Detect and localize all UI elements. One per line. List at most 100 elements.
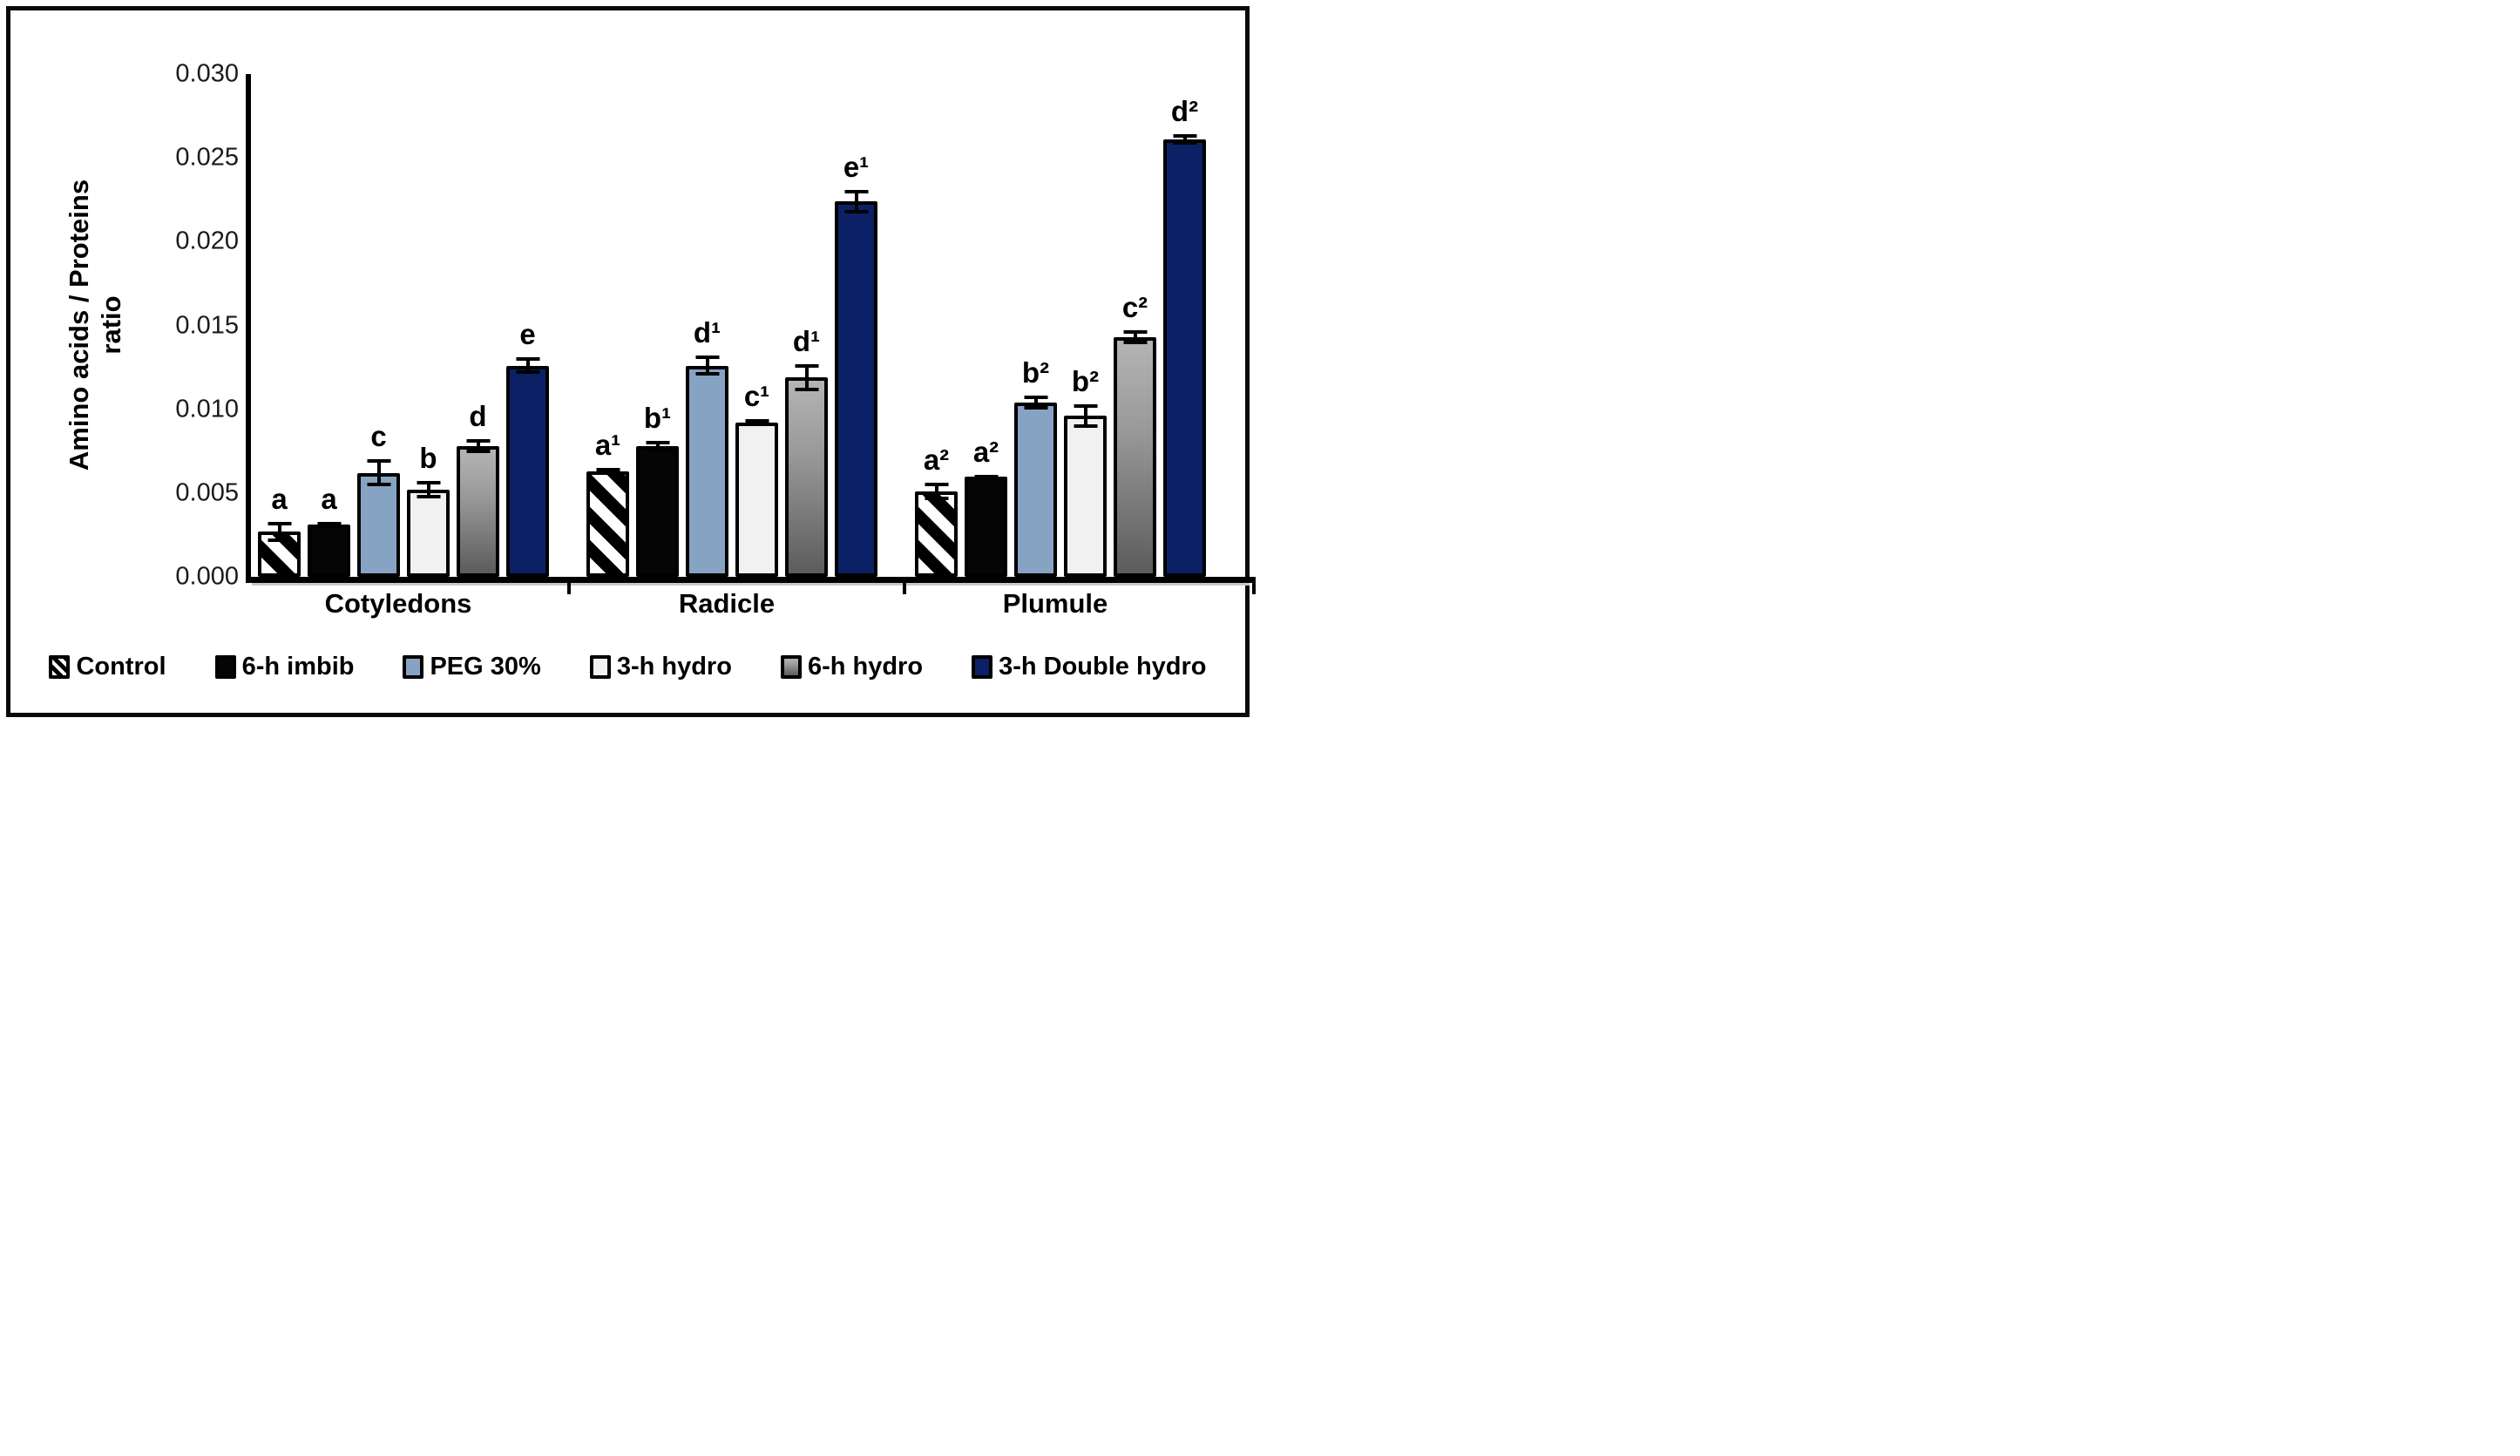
x-axis-label-cotyledons: Cotyledons: [324, 588, 472, 619]
x-axis-label-plumule: Plumule: [1002, 588, 1108, 619]
legend-item-control: Control: [49, 653, 166, 681]
category-boundary-tick: [903, 583, 906, 594]
legend-marker-6-h-hydro: [780, 655, 802, 679]
legend-label-3-h-hydro: 3-h hydro: [616, 653, 732, 681]
legend-marker-3-h-double-hydro: [972, 655, 993, 679]
bar-slot-3-h-hydro-plumule: b²: [1064, 74, 1107, 577]
bar-control-radicle: [586, 471, 629, 577]
legend-marker-control: [49, 655, 71, 679]
y-tick-label: 0.020: [175, 227, 239, 255]
bar-slot-control-plumule: a²: [915, 74, 958, 577]
legend-item-6-h-hydro: 6-h hydro: [780, 653, 924, 681]
bar-6-h-hydro-plumule: [1114, 336, 1156, 577]
y-tick-label: 0.000: [175, 562, 239, 591]
bar-slot-peg-30-cotyledons: c: [357, 74, 400, 577]
legend-item-3-h-hydro: 3-h hydro: [589, 653, 732, 681]
bar-slot-control-radicle: a¹: [586, 74, 629, 577]
category-boundary-tick: [1252, 583, 1256, 594]
bar-slot-6-h-hydro-radicle: d¹: [785, 74, 828, 577]
significance-letter-6-h-hydro-cotyledons: d: [469, 400, 487, 433]
significance-letter-6-h-hydro-radicle: d¹: [792, 324, 821, 357]
error-bar-3-h-hydro-radicle: [755, 419, 759, 426]
y-axis-title-line2: ratio: [96, 295, 126, 355]
error-bar-3-h-double-hydro-cotyledons: [525, 357, 530, 375]
bar-slot-peg-30-plumule: b²: [1014, 74, 1057, 577]
bar-slot-6-h-hydro-plumule: c²: [1114, 74, 1156, 577]
error-bar-6-h-imbib-plumule: [984, 474, 988, 478]
bar-slot-3-h-double-hydro-plumule: d²: [1163, 74, 1206, 577]
significance-letter-3-h-double-hydro-radicle: e¹: [843, 150, 870, 183]
error-bar-3-h-hydro-cotyledons: [426, 481, 430, 498]
legend-marker-6-h-imbib: [214, 655, 236, 679]
bar-slot-6-h-imbib-radicle: b¹: [636, 74, 679, 577]
bar-6-h-hydro-radicle: [785, 377, 828, 577]
error-bar-peg-30-radicle: [705, 356, 709, 376]
significance-letter-6-h-hydro-plumule: c²: [1121, 291, 1148, 324]
error-bar-6-h-hydro-plumule: [1133, 330, 1137, 344]
plot-area: a a c b d e a¹ b¹ d¹ c¹ d¹ e¹ a² a² b² b² c² d² 0.000 0.00…: [175, 60, 1256, 594]
error-bar-3-h-hydro-plumule: [1083, 403, 1087, 428]
bar-groups: a a c b d e a¹ b¹ d¹ c¹ d¹ e¹ a² a² b² b² c² d²: [251, 74, 1256, 577]
error-bar-peg-30-plumule: [1033, 396, 1038, 410]
y-axis-title: Amino acids / Proteins ratio: [63, 179, 127, 471]
category-boundary-tick: [567, 583, 571, 594]
significance-letter-peg-30-radicle: d¹: [693, 316, 721, 349]
bar-peg-30-cotyledons: [357, 472, 400, 577]
error-bar-6-h-hydro-cotyledons: [476, 439, 480, 453]
legend-label-peg-30: PEG 30%: [430, 653, 541, 681]
legend-label-6-h-imbib: 6-h imbib: [241, 653, 355, 681]
group-radicle: a¹ b¹ d¹ c¹ d¹ e¹: [586, 74, 877, 577]
bar-slot-3-h-hydro-cotyledons: b: [407, 74, 450, 577]
error-bar-peg-30-cotyledons: [376, 459, 381, 487]
significance-letter-6-h-imbib-radicle: b¹: [643, 402, 672, 435]
significance-letter-6-h-imbib-cotyledons: a: [321, 482, 337, 515]
legend-item-peg-30: PEG 30%: [403, 653, 541, 681]
error-bar-3-h-double-hydro-plumule: [1182, 134, 1187, 145]
bar-slot-3-h-double-hydro-cotyledons: e: [506, 74, 549, 577]
bar-3-h-hydro-cotyledons: [407, 490, 450, 577]
bar-3-h-hydro-plumule: [1064, 416, 1107, 577]
bar-3-h-hydro-radicle: [735, 423, 778, 577]
bar-slot-6-h-hydro-cotyledons: d: [457, 74, 499, 577]
error-bar-control-cotyledons: [277, 521, 281, 542]
error-bar-6-h-hydro-radicle: [804, 363, 809, 391]
significance-letter-3-h-hydro-plumule: b²: [1071, 364, 1100, 397]
x-axis-label-radicle: Radicle: [678, 588, 776, 619]
bar-slot-3-h-double-hydro-radicle: e¹: [835, 74, 877, 577]
bar-slot-peg-30-radicle: d¹: [686, 74, 728, 577]
error-bar-3-h-double-hydro-radicle: [854, 189, 858, 213]
legend-item-3-h-double-hydro: 3-h Double hydro: [972, 653, 1207, 681]
significance-letter-control-radicle: a¹: [594, 428, 621, 461]
bar-3-h-double-hydro-plumule: [1163, 139, 1206, 577]
significance-letter-3-h-double-hydro-cotyledons: e: [519, 318, 536, 351]
legend-label-3-h-double-hydro: 3-h Double hydro: [999, 653, 1207, 681]
figure-frame: Amino acids / Proteins ratio a a c b d e a¹ b¹ d…: [6, 6, 1256, 717]
significance-letter-control-plumule: a²: [923, 444, 950, 477]
bar-3-h-double-hydro-cotyledons: [506, 365, 549, 577]
bar-6-h-imbib-radicle: [636, 445, 679, 577]
category-axis-labels: Cotyledons Radicle Plumule: [246, 588, 1250, 620]
y-tick-label: 0.010: [175, 395, 239, 423]
y-tick-label: 0.025: [175, 143, 239, 172]
significance-letter-3-h-hydro-radicle: c¹: [743, 380, 770, 413]
y-axis-title-line1: Amino acids / Proteins: [63, 179, 94, 471]
bar-peg-30-plumule: [1014, 402, 1057, 577]
significance-letter-3-h-hydro-cotyledons: b: [419, 442, 437, 475]
legend-label-6-h-hydro: 6-h hydro: [807, 653, 924, 681]
error-bar-control-plumule: [934, 483, 938, 500]
significance-letter-peg-30-cotyledons: c: [370, 420, 387, 453]
error-bar-6-h-imbib-cotyledons: [327, 521, 331, 529]
error-bar-6-h-imbib-radicle: [655, 441, 660, 451]
bar-slot-6-h-imbib-cotyledons: a: [308, 74, 350, 577]
significance-letter-3-h-double-hydro-plumule: d²: [1170, 95, 1199, 128]
error-bar-control-radicle: [606, 468, 610, 475]
significance-letter-6-h-imbib-plumule: a²: [972, 435, 999, 468]
legend-item-6-h-imbib: 6-h imbib: [214, 653, 355, 681]
legend: Control 6-h imbib PEG 30% 3-h hydro 6-h hydr…: [10, 653, 1245, 681]
legend-marker-peg-30: [403, 655, 424, 679]
y-tick-label: 0.030: [175, 59, 239, 88]
bar-slot-6-h-imbib-plumule: a²: [965, 74, 1007, 577]
bar-slot-control-cotyledons: a: [258, 74, 301, 577]
y-tick-label: 0.015: [175, 311, 239, 339]
